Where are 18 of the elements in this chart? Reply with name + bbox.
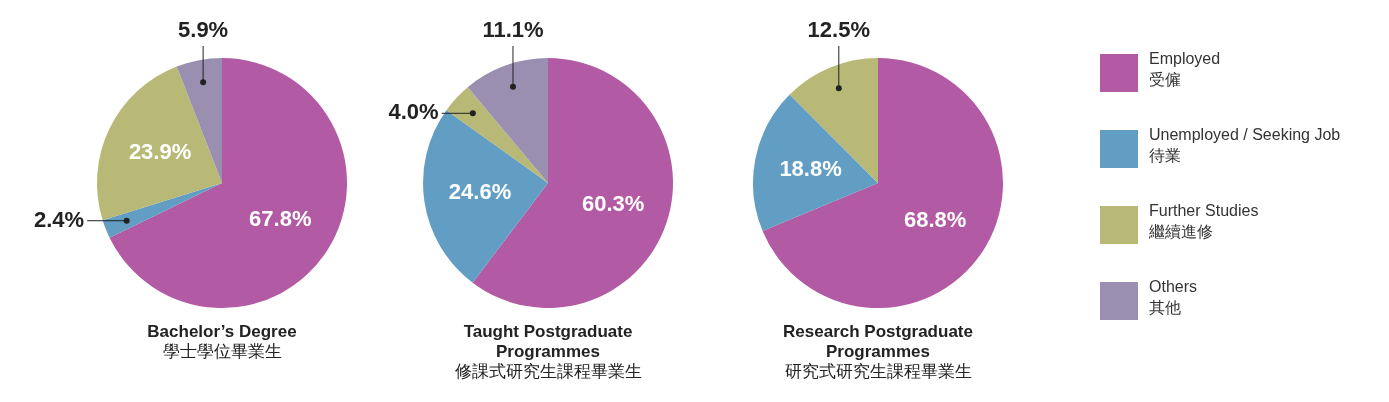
data-label: 60.3% [581,190,645,216]
data-label: 18.8% [779,155,842,181]
data-label: 24.6% [448,179,512,205]
data-label: 12.5% [807,17,871,43]
legend-label: Further Studies 繼續進修 [1149,201,1259,242]
data-label: 5.9% [178,17,229,43]
text: Bachelor’s Degree 學士學位畢業生 [146,322,298,362]
data-label: 68.8% [903,207,967,233]
data-label: 23.9% [128,139,192,165]
legend-label: Employed 受僱 [1149,49,1221,90]
legend-label: Others 其他 [1149,277,1198,318]
text: Taught Postgraduate Programmes 修課式研究生課程畢業生 [453,322,643,382]
data-label: 4.0% [388,99,439,125]
text: Research Postgraduate Programmes 研究式研究生課程畢業生 [782,322,974,382]
data-label: 67.8% [249,205,312,231]
data-label: 2.4% [34,206,85,232]
data-label: 11.1% [482,17,544,43]
legend-label: Unemployed / Seeking Job 待業 [1149,125,1341,166]
